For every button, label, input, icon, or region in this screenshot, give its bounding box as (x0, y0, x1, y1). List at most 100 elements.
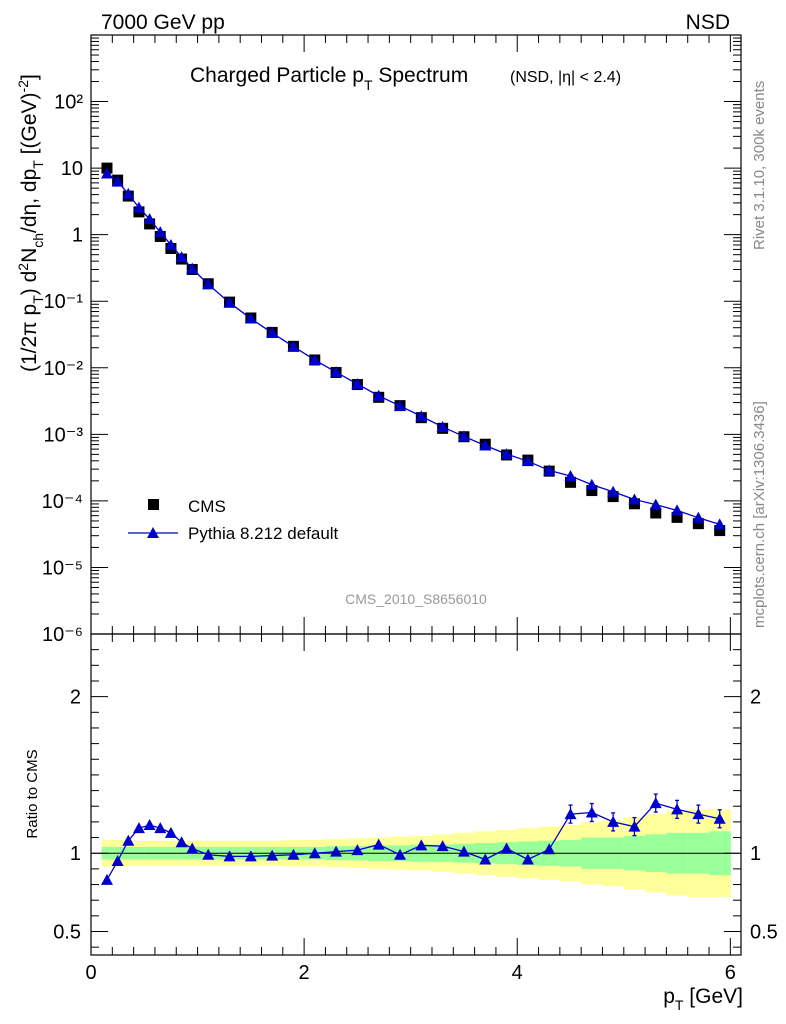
data-point (692, 518, 704, 530)
ratio-point (111, 855, 124, 867)
ratio-point (521, 853, 534, 865)
y-tick-label: 10² (54, 92, 83, 114)
ratio-point (607, 815, 620, 827)
mc-point (543, 464, 556, 476)
mc-point (692, 511, 705, 523)
main-y-ticks: 10² 10 1 10⁻¹ 10⁻² 10⁻³ 10⁻⁴ 10⁻⁵ 10⁻⁶ (42, 37, 741, 646)
mc-point (457, 430, 470, 442)
mc-point (122, 187, 135, 199)
main-y-axis-label: (1/2π pT) d2Nch/dη, dpT [(GeV)-2] (15, 74, 46, 372)
mc-point (287, 340, 300, 352)
y-tick-label: 10⁻¹ (44, 291, 84, 313)
chart-title: Charged Particle pT Spectrum (190, 64, 468, 93)
ratio-point (394, 848, 407, 860)
mc-point (649, 498, 662, 510)
mc-point (585, 478, 598, 490)
mc-point (266, 326, 279, 338)
data-point (586, 485, 598, 497)
ratio-point (202, 848, 215, 860)
ratio-y-axis-label: Ratio to CMS (24, 749, 41, 838)
analysis-id: CMS_2010_S8656010 (345, 591, 487, 607)
y-tick-label: 1 (72, 225, 83, 247)
ratio-point (372, 838, 385, 850)
ratio-point (585, 806, 598, 818)
energy-label: 7000 GeV pp (101, 11, 225, 34)
data-point (650, 507, 662, 519)
mc-point (500, 448, 513, 460)
legend-mc-label: Pythia 8.212 default (188, 524, 339, 543)
ratio-point (132, 822, 145, 834)
mc-point (202, 278, 215, 290)
ratio-point (415, 839, 428, 851)
data-point (714, 525, 726, 537)
mc-point (521, 455, 534, 467)
process-label: NSD (686, 11, 730, 34)
ratio-point (649, 797, 662, 809)
mc-line (106, 172, 720, 526)
ratio-y-ticks: 0.5 0.5 1 1 2 2 (53, 649, 778, 948)
mc-point (628, 493, 641, 505)
ratio-point (330, 845, 343, 857)
mc-point (394, 399, 407, 411)
ratio-point (100, 873, 113, 885)
ratio-x-ticks: 0 2 4 6 (85, 634, 736, 984)
ratio-point (457, 845, 470, 857)
mc-point (308, 353, 321, 365)
y-tick-label: 10⁻⁴ (42, 491, 83, 513)
mc-point (671, 504, 684, 516)
ratio-point (154, 822, 167, 834)
legend-data-marker (148, 499, 159, 510)
mc-point (143, 213, 156, 225)
ratio-point (308, 847, 321, 859)
main-plot-area (90, 34, 742, 635)
mc-point (351, 378, 364, 390)
mc-point (111, 175, 124, 187)
ratio-plot-area (90, 633, 742, 956)
ratio-point (287, 848, 300, 860)
data-series (101, 162, 726, 537)
ratio-point (713, 812, 726, 824)
mc-point (132, 201, 145, 213)
rivet-label: Rivet 3.1.10, 300k events (751, 81, 768, 250)
y-tick-label: 10⁻⁵ (42, 557, 83, 579)
data-point (671, 511, 683, 523)
x-axis-label: pT [GeV] (663, 985, 743, 1013)
mc-point (154, 226, 167, 238)
ratio-point (351, 844, 364, 856)
ratio-y-tick-label: 2 (70, 687, 81, 709)
mc-series (100, 167, 726, 530)
ratio-point (479, 853, 492, 865)
mc-point (607, 485, 620, 497)
chart-title-extra: (NSD, |η| < 2.4) (510, 69, 621, 86)
mc-point (479, 439, 492, 451)
ratio-point (122, 834, 135, 846)
mc-point (564, 469, 577, 481)
ratio-point (692, 808, 705, 820)
ratio-line (106, 802, 720, 881)
mc-point (330, 366, 343, 378)
legend-mc-marker (147, 527, 159, 538)
mc-point (436, 420, 449, 432)
y-tick-label: 10 (61, 158, 83, 180)
legend: CMS Pythia 8.212 default (128, 497, 339, 543)
mc-point (415, 410, 428, 422)
ratio-panel: 0 2 4 6 0.5 0.5 1 1 2 2 Ratio to CMS pT [GeV] (24, 633, 778, 1013)
y-tick-label: 10⁻⁶ (42, 624, 83, 646)
x-tick-label: 0 (85, 962, 96, 984)
y-tick-label: 10⁻² (44, 358, 84, 380)
ratio-point (671, 803, 684, 815)
ratio-point (143, 819, 156, 831)
ratio-point (164, 826, 177, 838)
data-point (565, 476, 577, 488)
legend-data-label: CMS (188, 497, 226, 516)
x-tick-label: 6 (725, 962, 736, 984)
mc-point (713, 518, 726, 530)
ratio-point (543, 843, 556, 855)
ratio-point (500, 842, 513, 854)
ratio-point (564, 808, 577, 820)
mcplots-label: mcplots.cern.ch [arXiv:1306.3436] (751, 401, 768, 628)
main-panel: 10² 10 1 10⁻¹ 10⁻² 10⁻³ 10⁻⁴ 10⁻⁵ 10⁻⁶ Charged P… (15, 34, 742, 646)
mc-point (100, 167, 113, 179)
ratio-point (223, 850, 236, 862)
